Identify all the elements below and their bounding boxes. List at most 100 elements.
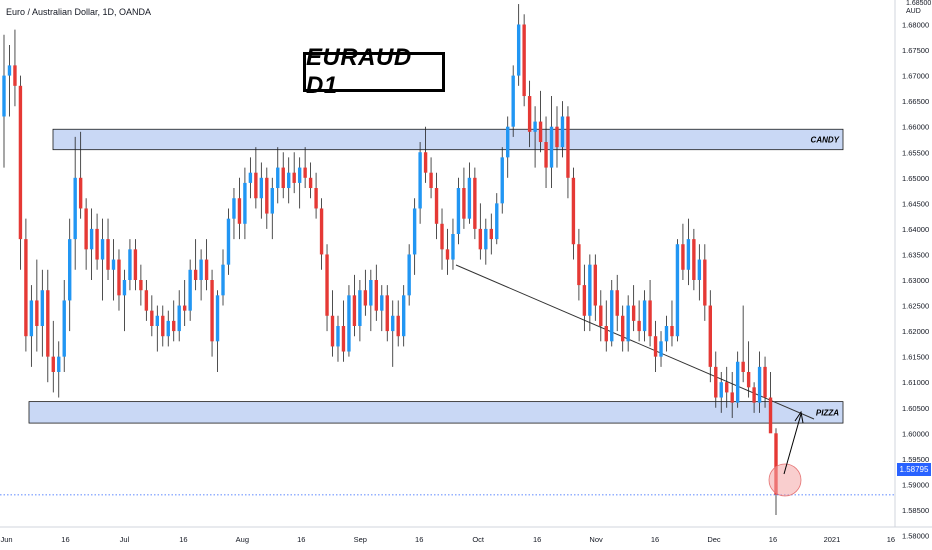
candle [281, 152, 285, 199]
candle [418, 142, 422, 224]
candle [741, 305, 745, 383]
candle [303, 147, 307, 189]
price-tick-label: 1.64000 [902, 225, 929, 234]
time-tick-label: 16 [297, 535, 305, 544]
price-tick-label: 1.61500 [902, 353, 929, 362]
arrow-head-icon [794, 410, 804, 424]
price-tick-label: 1.62500 [902, 302, 929, 311]
candle [423, 126, 428, 183]
candle [752, 382, 756, 413]
candle [139, 264, 143, 306]
time-tick-label: Nov [589, 535, 603, 544]
candle [100, 218, 105, 301]
candle [484, 218, 488, 265]
candle [544, 116, 548, 189]
candle [62, 280, 66, 372]
candle [29, 285, 34, 367]
price-axis[interactable]: 1.58000 1.58500 1.59000 1.59500 1.60000 1.605… [894, 0, 929, 541]
price-tick-label: 1.63500 [902, 250, 929, 259]
highlight-circle [768, 463, 802, 497]
candle [144, 280, 149, 321]
time-tick-label: 16 [533, 535, 541, 544]
candle [708, 290, 712, 383]
candle [582, 264, 587, 332]
candle [221, 249, 225, 306]
candle [374, 264, 379, 321]
price-axis-unit: 1.68500 AUD [906, 0, 931, 16]
candle [177, 290, 181, 342]
price-tick-label: 1.66500 [902, 97, 929, 106]
price-tick-label: 1.61000 [902, 378, 929, 387]
arrow-line [783, 413, 802, 475]
candle [670, 300, 674, 347]
candle [714, 351, 718, 408]
candle [73, 136, 77, 270]
candle [527, 80, 532, 148]
time-axis[interactable]: Jun 16 Jul 16 Aug 16 Sep 16 Oct 16 Nov 16 Dec 16 2021 1… [0, 526, 932, 544]
current-price-tag: 1.58795 [897, 463, 931, 476]
candle [128, 239, 132, 291]
candle [549, 96, 554, 189]
candle [330, 290, 335, 357]
candle [516, 4, 521, 86]
candle [396, 300, 400, 347]
candle [254, 147, 258, 209]
price-tick-label: 1.64500 [902, 199, 929, 208]
price-tick-label: 1.58500 [902, 506, 929, 515]
candle [215, 290, 220, 372]
candle [631, 285, 636, 332]
candle [456, 177, 461, 245]
time-tick-label: Sep [354, 535, 367, 544]
candle [440, 208, 444, 270]
price-tick-label: 1.59000 [902, 480, 929, 489]
candle [495, 193, 499, 245]
candle [429, 157, 433, 199]
candle [325, 244, 329, 332]
candle [533, 106, 537, 168]
candle [380, 285, 384, 332]
candle [270, 177, 274, 240]
candle [412, 198, 417, 275]
price-tick-label: 1.66000 [902, 123, 929, 132]
zone-label: PIZZA [816, 408, 839, 417]
candle [697, 244, 702, 301]
candle [292, 152, 296, 194]
price-tick-label: 1.62000 [902, 327, 929, 336]
candle [599, 290, 603, 342]
candle [46, 269, 50, 383]
time-tick-label: 16 [415, 535, 423, 544]
price-tick-label: 1.65500 [902, 148, 929, 157]
candle [117, 249, 121, 311]
candle [347, 285, 351, 357]
time-tick-label: Jun [0, 535, 12, 544]
candle [95, 213, 99, 270]
candle [385, 285, 389, 342]
candle [391, 300, 395, 367]
candle [401, 285, 406, 347]
price-axis-currency: AUD [906, 8, 921, 15]
candle [604, 300, 608, 352]
price-tick-label: 1.60000 [902, 429, 929, 438]
candle [166, 310, 170, 347]
candle [730, 371, 734, 418]
candle [89, 208, 94, 280]
candle [122, 269, 127, 332]
time-tick-label: 16 [887, 535, 895, 544]
candle [369, 269, 373, 332]
candle [681, 223, 685, 280]
price-tick-label: 1.67500 [902, 46, 929, 55]
candle [653, 320, 658, 372]
candle [757, 351, 762, 413]
price-tick-label: 1.58000 [902, 532, 929, 541]
candle [511, 65, 515, 137]
candle [297, 157, 302, 209]
candle [506, 116, 510, 178]
candle [51, 320, 55, 393]
candle [276, 147, 280, 204]
candle [210, 269, 214, 357]
candle [577, 228, 581, 301]
time-tick-label: Oct [472, 535, 485, 544]
candle [308, 162, 313, 199]
candle [407, 244, 411, 306]
